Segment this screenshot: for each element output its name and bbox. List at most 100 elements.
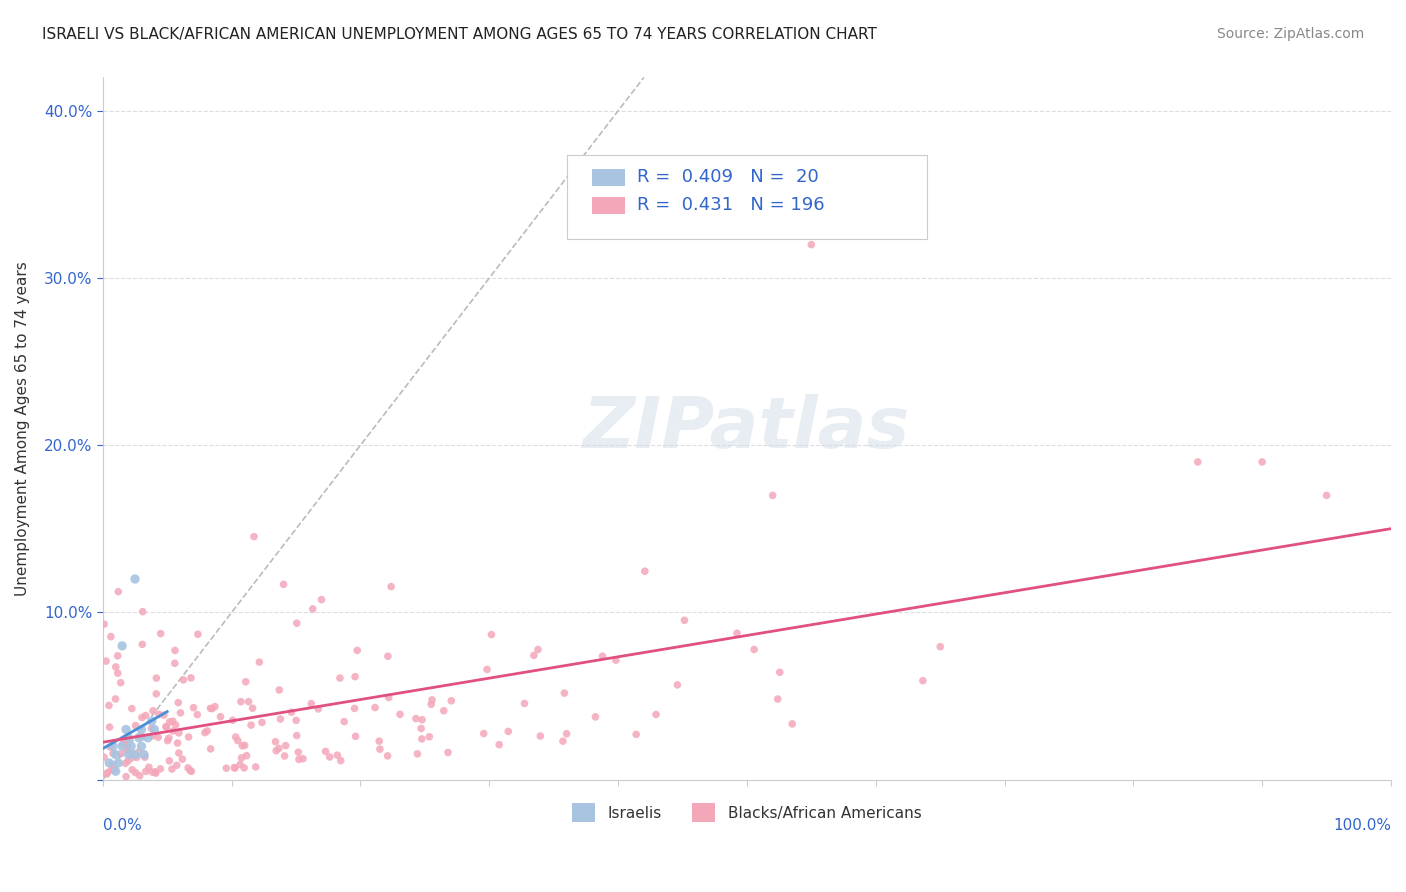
- Point: [131, 730, 153, 744]
- Point: [153, 708, 176, 723]
- Point: [368, 734, 391, 748]
- Point: [240, 718, 263, 732]
- Point: [163, 643, 186, 657]
- Point: [93, 750, 115, 764]
- Point: [195, 723, 218, 738]
- Point: [98, 698, 121, 713]
- Point: [141, 765, 163, 780]
- Y-axis label: Unemployment Among Ages 65 to 74 years: Unemployment Among Ages 65 to 74 years: [15, 261, 30, 596]
- Point: [124, 572, 146, 586]
- Point: [107, 648, 129, 663]
- Point: [231, 751, 253, 765]
- Text: 0.0%: 0.0%: [103, 818, 142, 833]
- Point: [131, 739, 153, 754]
- Point: [98, 756, 121, 770]
- Point: [104, 692, 127, 706]
- Point: [93, 617, 115, 632]
- Point: [377, 649, 399, 664]
- Point: [292, 752, 315, 766]
- Point: [496, 724, 519, 739]
- Point: [555, 727, 578, 741]
- Point: [215, 761, 238, 775]
- Point: [411, 722, 433, 736]
- Point: [420, 698, 443, 712]
- Point: [725, 626, 748, 640]
- Point: [235, 748, 257, 763]
- Point: [329, 671, 352, 685]
- Point: [929, 640, 952, 654]
- Point: [156, 733, 179, 747]
- Point: [583, 710, 606, 724]
- Point: [128, 769, 150, 783]
- Point: [183, 700, 205, 714]
- Point: [107, 666, 129, 681]
- Point: [333, 714, 356, 729]
- Point: [131, 723, 153, 737]
- Point: [513, 697, 536, 711]
- Point: [235, 674, 257, 689]
- Point: [101, 757, 124, 772]
- FancyBboxPatch shape: [567, 154, 927, 239]
- Point: [101, 747, 124, 761]
- Point: [167, 746, 190, 760]
- Point: [329, 754, 352, 768]
- Point: [377, 690, 399, 705]
- Point: [115, 736, 138, 750]
- Point: [114, 756, 136, 771]
- Point: [440, 694, 463, 708]
- Point: [377, 748, 399, 763]
- Point: [104, 660, 127, 674]
- Point: [94, 654, 117, 668]
- Point: [769, 665, 792, 680]
- Point: [529, 729, 551, 743]
- Point: [243, 530, 266, 544]
- Point: [148, 731, 170, 745]
- Point: [201, 701, 224, 715]
- Point: [117, 743, 139, 757]
- Point: [269, 712, 291, 726]
- Point: [380, 580, 402, 594]
- Point: [437, 746, 460, 760]
- Point: [100, 763, 122, 777]
- Point: [104, 747, 127, 762]
- Point: [673, 613, 696, 627]
- Point: [145, 671, 167, 685]
- Point: [138, 760, 160, 774]
- Point: [301, 602, 323, 616]
- Point: [128, 731, 150, 745]
- Point: [267, 741, 290, 756]
- Point: [285, 729, 308, 743]
- Point: [287, 745, 309, 759]
- Point: [148, 707, 170, 722]
- Point: [96, 767, 118, 781]
- Point: [233, 761, 256, 775]
- Point: [800, 237, 823, 252]
- Point: [472, 726, 495, 740]
- Point: [344, 729, 367, 743]
- Point: [245, 760, 267, 774]
- Point: [107, 584, 129, 599]
- Point: [250, 715, 273, 730]
- Point: [766, 692, 789, 706]
- Point: [121, 701, 143, 715]
- Point: [166, 758, 188, 772]
- Text: Source: ZipAtlas.com: Source: ZipAtlas.com: [1216, 27, 1364, 41]
- Point: [343, 701, 366, 715]
- Point: [169, 706, 191, 720]
- Point: [143, 764, 166, 779]
- Point: [117, 731, 139, 745]
- Point: [307, 702, 329, 716]
- Point: [166, 736, 188, 750]
- Point: [131, 710, 153, 724]
- Point: [264, 735, 287, 749]
- Point: [224, 760, 246, 774]
- Point: [163, 657, 186, 671]
- Point: [551, 734, 574, 748]
- Point: [134, 750, 156, 764]
- Point: [194, 725, 217, 739]
- Point: [204, 699, 226, 714]
- Point: [224, 761, 246, 775]
- Point: [318, 750, 340, 764]
- Point: [149, 762, 172, 776]
- Point: [177, 761, 200, 775]
